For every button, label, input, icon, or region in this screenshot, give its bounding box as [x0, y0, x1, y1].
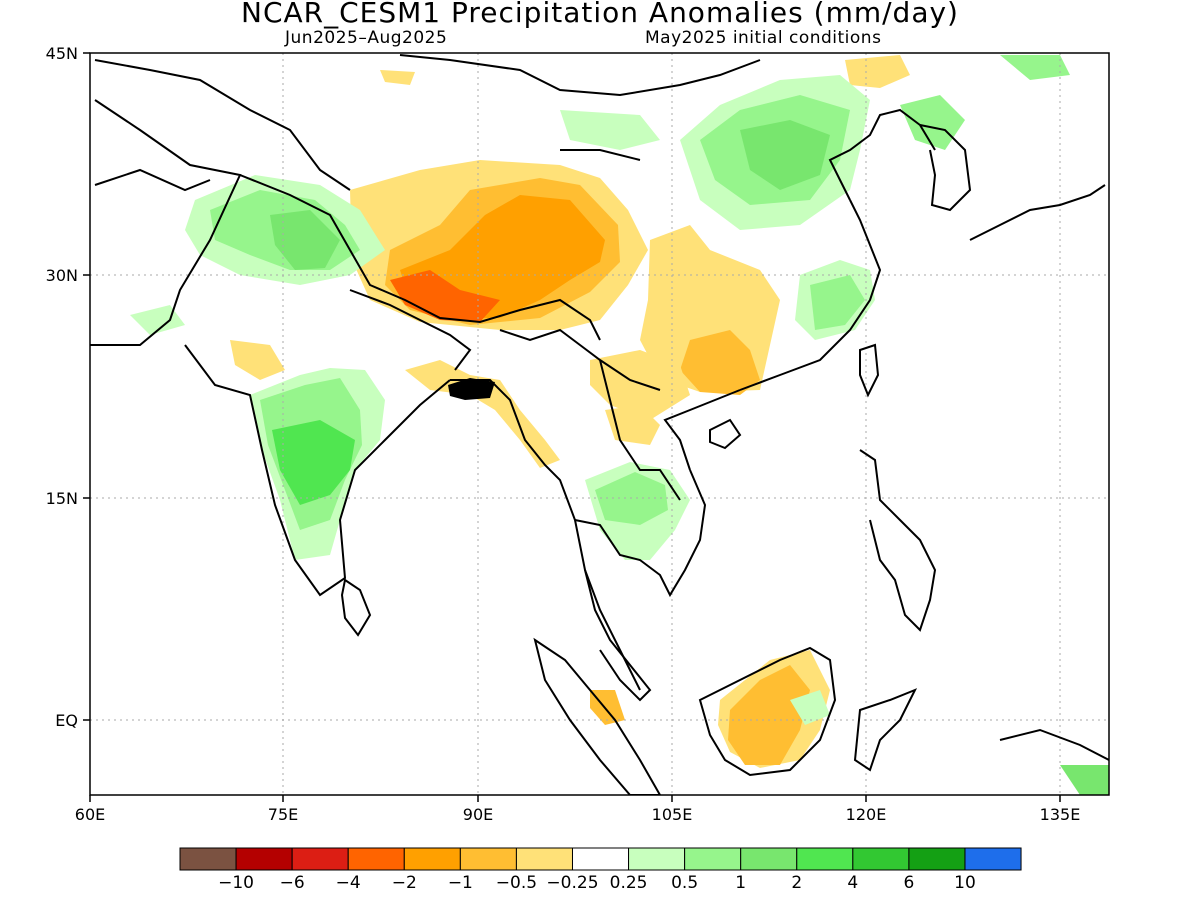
colorbar-swatch [235, 847, 293, 871]
x-tick-label: 135E [1040, 805, 1081, 824]
colorbar-label: 0.5 [671, 873, 698, 893]
philippines [859, 449, 937, 632]
colorbar-label: −1 [448, 873, 473, 893]
x-tick-label: 75E [268, 805, 298, 824]
anomaly-wet-borneo-north [790, 690, 830, 725]
colorbar-label: 1 [735, 873, 746, 893]
anomaly-dry-north-china [845, 55, 910, 88]
colorbar-swatch [347, 847, 405, 871]
forecast-period: Jun2025–Aug2025 [285, 28, 448, 48]
y-tick-label: EQ [55, 711, 78, 730]
colorbar-label: −0.5 [496, 873, 537, 893]
y-tick-label: 15N [46, 489, 78, 508]
taiwan [859, 343, 880, 398]
korea [919, 124, 972, 212]
colorbar-swatch [628, 847, 686, 871]
anomaly-wet-kashmir-core [270, 210, 340, 270]
anomaly-wet-india-core [272, 420, 355, 505]
central-asia-border [94, 59, 351, 191]
anomaly-wet-north-china-core [740, 120, 830, 190]
malay-peninsula [584, 569, 652, 702]
anomaly-wet-manchuria [1000, 55, 1070, 80]
anomaly-fields [130, 55, 1109, 795]
india-coastline [184, 344, 451, 597]
colorbar-label: −2 [392, 873, 417, 893]
anomaly-wet-new-guinea [1060, 765, 1109, 795]
colorbar-swatch [291, 847, 349, 871]
indochina-borders [599, 359, 681, 501]
colorbar-label: 10 [954, 873, 976, 893]
new-guinea [999, 728, 1109, 761]
afghan-border [94, 168, 211, 192]
anomaly-dry-yunnan [590, 350, 690, 420]
colorbar-label: 2 [791, 873, 802, 893]
china-north-coast [828, 108, 936, 201]
anomaly-dry-south-china [680, 330, 760, 395]
sri-lanka [340, 578, 372, 637]
colorbar-swatch [908, 847, 966, 871]
y-tick-label: 45N [46, 44, 78, 63]
colorbar-label: 0.25 [610, 873, 648, 893]
hainan [709, 418, 742, 450]
x-tick-label: 60E [75, 805, 105, 824]
mongolia-border [399, 54, 761, 97]
colorbar-swatch [515, 847, 573, 871]
colorbar-swatch [852, 847, 910, 871]
anomaly-wet-north-korea [900, 95, 965, 150]
anomaly-wet-pakistan-west [130, 305, 185, 335]
myanmar-china-border [499, 328, 661, 391]
colorbar-label: 4 [847, 873, 858, 893]
anomaly-wet-east-china-core [810, 275, 865, 330]
vietnam-coast [663, 389, 741, 471]
coastlines-and-borders [90, 54, 1109, 795]
pakistan-border [90, 99, 242, 346]
borneo [698, 646, 837, 777]
colorbar-swatch [571, 847, 630, 871]
colorbar-label: −4 [336, 873, 361, 893]
thai-gulf [574, 469, 707, 598]
map-frame [89, 52, 1110, 796]
anomaly-dry-sumatra [590, 690, 625, 725]
tick-marks [83, 52, 1061, 802]
colorbar-swatch [964, 847, 1022, 871]
anomaly-dry-himalaya-red [390, 270, 500, 322]
lat-lon-gridlines [90, 53, 1109, 795]
japan [969, 184, 1106, 241]
colorbar-label: −10 [218, 873, 254, 893]
colorbar-swatch [403, 847, 461, 871]
colorbar-swatch [796, 847, 854, 871]
anomaly-dry-mongolia [380, 70, 415, 85]
colorbar: −10 −6 −4 −2 −1 −0.5 −0.25 0.25 0.5 1 2 4 6 10 [179, 847, 1022, 893]
india-nepal-border [349, 289, 472, 371]
sumatra [533, 637, 662, 795]
colorbar-swatch [179, 847, 237, 871]
colorbar-label: −0.25 [546, 873, 598, 893]
anomaly-dry-central-india [230, 340, 285, 380]
x-tick-label: 120E [846, 805, 887, 824]
anomaly-dry-borneo-core [728, 665, 810, 765]
map-title: NCAR_CESM1 Precipitation Anomalies (mm/d… [241, 0, 959, 29]
y-axis-labels: 45N 30N 15N EQ [46, 44, 78, 730]
x-tick-label: 105E [652, 805, 693, 824]
bangladesh-myanmar-coast [450, 379, 641, 691]
china-inner-border [560, 149, 641, 161]
himalaya-border [239, 174, 601, 341]
initial-conditions: May2025 initial conditions [645, 28, 882, 48]
x-axis-labels: 60E 75E 90E 105E 120E 135E [75, 805, 1081, 824]
ganges-delta [448, 378, 495, 400]
sulawesi [853, 688, 918, 772]
colorbar-swatch [740, 847, 798, 871]
colorbar-label: −6 [280, 873, 305, 893]
colorbar-swatch [684, 847, 742, 871]
anomaly-dry-bay-bengal [405, 360, 560, 468]
x-tick-label: 90E [463, 805, 493, 824]
colorbar-swatch [459, 847, 517, 871]
y-tick-label: 30N [46, 266, 78, 285]
china-south-coast [739, 199, 882, 391]
anomaly-wet-mongolia [560, 110, 660, 150]
colorbar-label: 6 [903, 873, 914, 893]
